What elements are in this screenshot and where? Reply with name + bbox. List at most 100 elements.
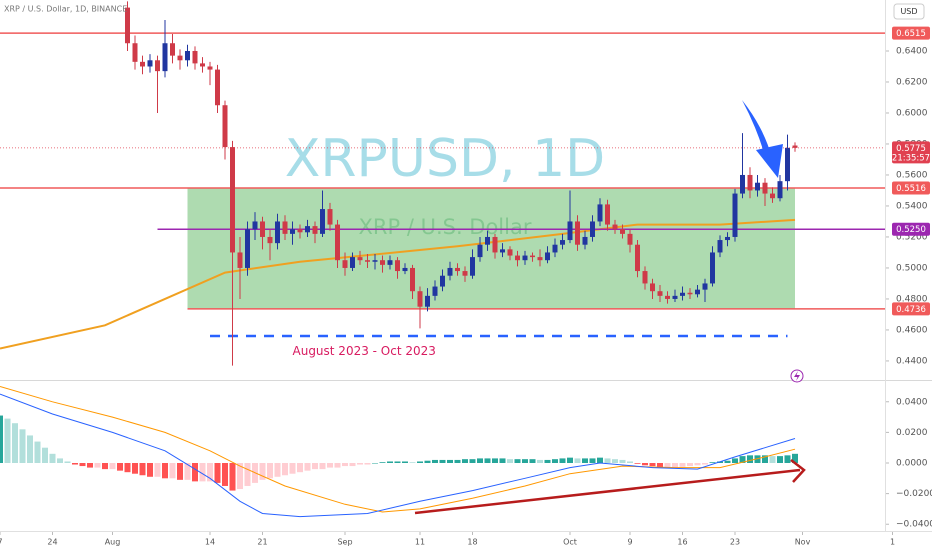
candle-body xyxy=(222,105,228,148)
macd-histogram-bar xyxy=(439,459,446,463)
last-price-label: 0.5775 xyxy=(896,144,926,154)
candle-body xyxy=(485,236,490,245)
candle-body xyxy=(237,252,243,268)
candle-body xyxy=(560,240,565,245)
y-tick-label: 0.5400 xyxy=(896,201,928,211)
macd-histogram-bar xyxy=(4,418,11,463)
x-tick-label: 24 xyxy=(47,538,57,547)
candle-body xyxy=(770,193,775,199)
candle-body xyxy=(777,181,783,199)
macd-histogram-bar xyxy=(222,463,228,486)
candle-body xyxy=(260,221,265,237)
y-tick-label: 0.6000 xyxy=(896,108,928,118)
y-tick-label: 0.4400 xyxy=(896,356,928,366)
macd-histogram-bar xyxy=(619,459,626,463)
candle-body xyxy=(515,255,520,261)
last-price-box xyxy=(892,141,930,164)
y-tick-label: 0.6200 xyxy=(896,77,928,87)
candle-body xyxy=(650,283,655,292)
moving-average xyxy=(0,218,796,350)
macd-y-tick-label: 0.0400 xyxy=(896,397,928,407)
annotation: August 2023 - Oct 2023 xyxy=(293,344,436,358)
candle-body xyxy=(492,236,498,253)
macd-histogram-bar xyxy=(289,463,296,474)
macd-histogram-bar xyxy=(342,463,348,467)
macd-histogram-bar xyxy=(282,463,288,476)
macd-histogram-bar xyxy=(304,463,311,471)
x-tick-label: Nov xyxy=(795,538,811,547)
macd-histogram-bar xyxy=(462,459,468,463)
candle-body xyxy=(320,209,325,234)
candle-body xyxy=(245,229,250,268)
candle-body xyxy=(132,43,138,62)
watermark: XRPUSD, 1D xyxy=(285,129,605,189)
macd-histogram-bar xyxy=(664,463,671,468)
annotation-arrow-shaft xyxy=(742,100,772,160)
macd-histogram-bar xyxy=(417,461,423,463)
candle-body xyxy=(155,60,160,72)
macd-y-tick-label: −0.0200 xyxy=(896,489,932,499)
macd-histogram-bar xyxy=(364,463,371,465)
macd-histogram-bar xyxy=(574,458,581,463)
macd-histogram-bar xyxy=(19,429,26,463)
candle-body xyxy=(282,221,288,234)
candle-body xyxy=(215,69,220,106)
candle-body xyxy=(342,260,348,268)
macd-histogram-bar xyxy=(394,461,401,463)
candle-body xyxy=(462,271,468,276)
candle-body xyxy=(620,229,625,234)
candle-body xyxy=(312,226,318,234)
candle-body xyxy=(177,55,183,61)
candle-body xyxy=(252,221,258,230)
currency: USD xyxy=(900,7,917,16)
candle-body xyxy=(755,182,760,191)
candle-body xyxy=(410,267,415,292)
macd-histogram-bar xyxy=(792,453,798,463)
candle-body xyxy=(762,182,768,194)
candle-body xyxy=(417,291,423,307)
macd-histogram-bar xyxy=(94,463,101,468)
macd-histogram-bar xyxy=(747,455,753,463)
macd-histogram-bar xyxy=(559,458,566,463)
candle-body xyxy=(665,295,670,299)
macd-histogram-bar xyxy=(537,459,543,463)
trend-arrow-head xyxy=(790,459,806,483)
level-label: 0.4736 xyxy=(896,305,926,315)
macd-histogram-bar xyxy=(72,463,78,465)
macd-histogram-bar xyxy=(552,459,558,463)
currency-box[interactable] xyxy=(893,3,925,20)
macd-histogram-bar xyxy=(139,463,146,476)
macd-histogram-bar xyxy=(477,458,483,463)
y-tick-label: 0.5200 xyxy=(896,232,928,242)
macd-histogram-bar xyxy=(409,462,416,463)
candle-body xyxy=(125,7,130,44)
macd-histogram-bar xyxy=(432,459,438,463)
candle-body xyxy=(747,174,753,191)
candle-body xyxy=(185,50,190,61)
macd-histogram-bar xyxy=(27,435,33,463)
candle-body xyxy=(200,63,205,67)
level-label-box xyxy=(892,26,930,40)
macd-histogram-bar xyxy=(642,463,648,466)
macd-histogram-bar xyxy=(184,463,191,480)
macd-histogram-bar xyxy=(507,459,513,463)
x-tick-label: Oct xyxy=(563,538,577,547)
macd-histogram-bar xyxy=(694,463,701,466)
macd-histogram-bar xyxy=(612,459,618,463)
macd-histogram-bar xyxy=(327,463,333,468)
candle-body xyxy=(672,295,678,299)
alert-icon-bolt xyxy=(794,371,800,381)
macd-histogram-bar xyxy=(319,463,326,470)
candle-body xyxy=(567,221,573,241)
macd-histogram-bar xyxy=(147,463,153,477)
macd-histogram-bar xyxy=(522,459,528,463)
macd-histogram-bar xyxy=(12,423,18,463)
macd-histogram-bar xyxy=(124,463,131,473)
candle-body xyxy=(552,244,558,253)
y-tick-label: 0.6400 xyxy=(896,46,928,56)
candle-body xyxy=(275,221,280,244)
macd-y-tick-label: 0.0200 xyxy=(896,428,928,438)
candle-body xyxy=(192,50,198,64)
candle-body xyxy=(365,260,370,262)
macd-histogram-bar xyxy=(297,463,303,473)
